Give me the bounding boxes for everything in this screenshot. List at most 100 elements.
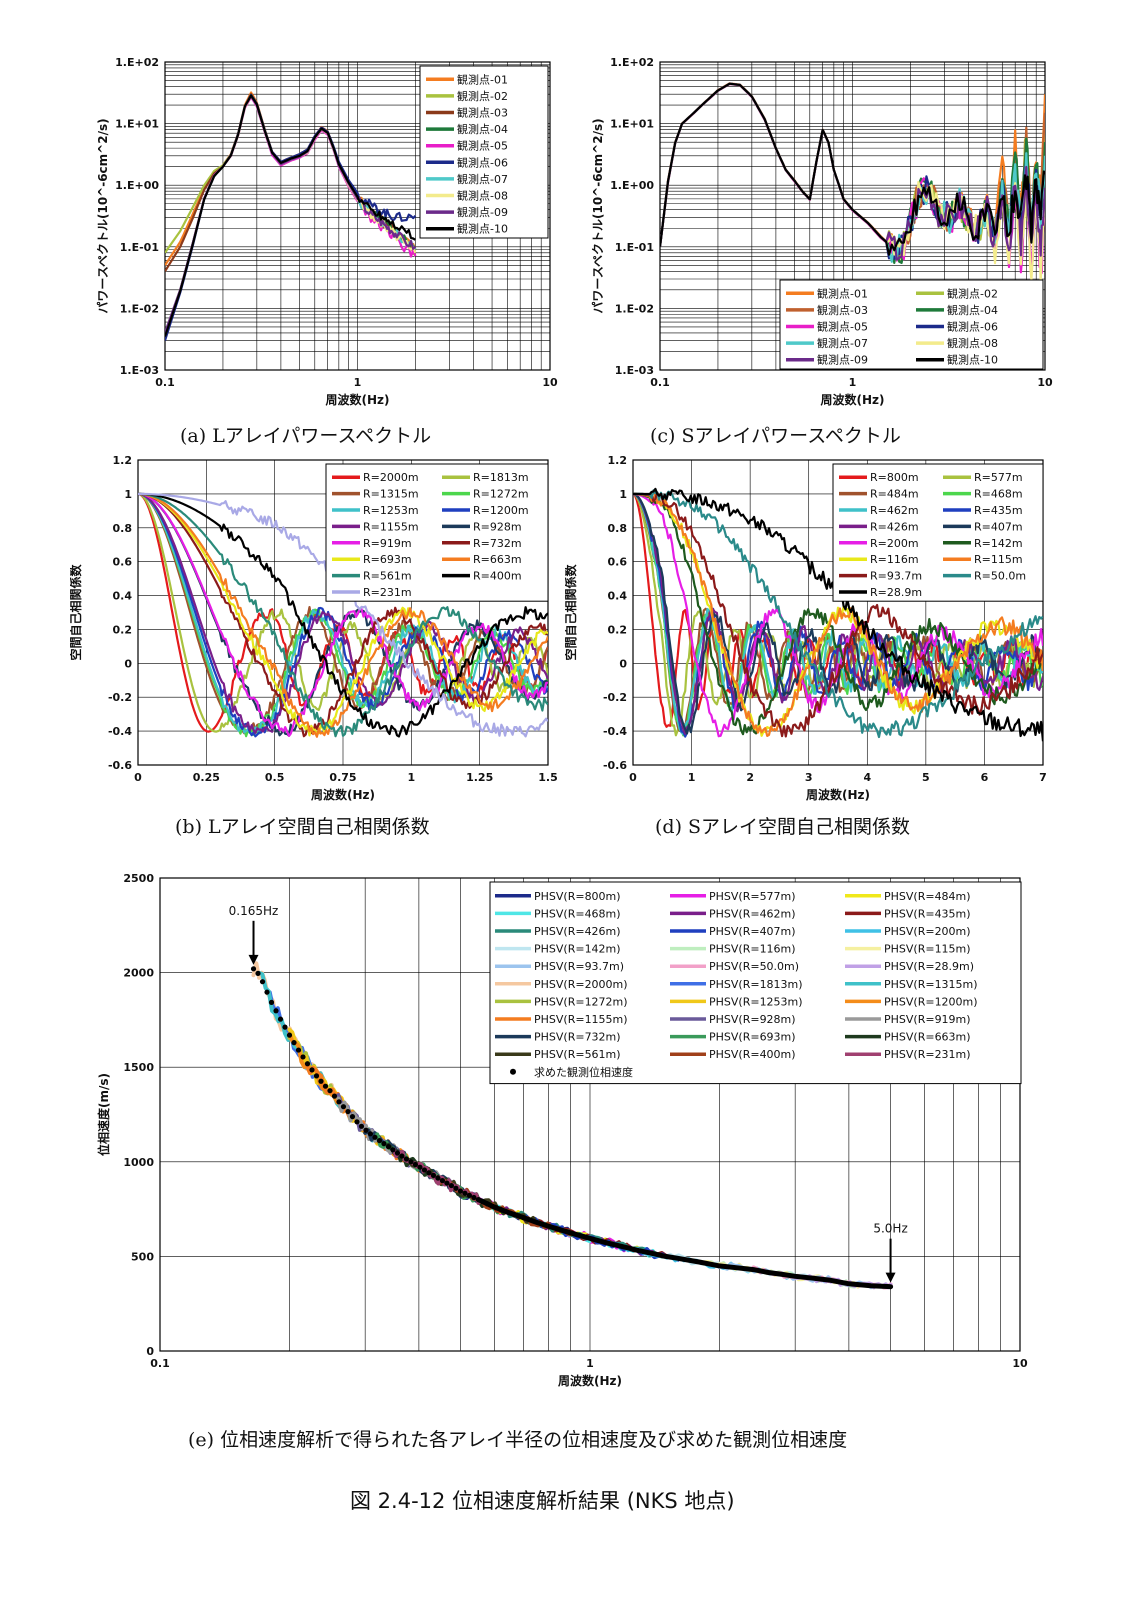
y-tick-label-d: 0.4	[608, 590, 628, 603]
observed-point	[448, 1182, 455, 1189]
observed-point	[322, 1083, 329, 1089]
observed-point	[273, 1008, 279, 1014]
observed-point	[358, 1123, 365, 1129]
observed-point	[426, 1170, 432, 1176]
legend-b: R=2000m R=1813m R=1315m R=1272m R=1253m R=120…	[325, 463, 549, 602]
observed-point	[363, 1127, 369, 1133]
legend-entry-e: PHSV(R=919m)	[884, 1013, 971, 1026]
x-tick-label-d: 5	[922, 771, 930, 784]
x-tick-label-d: 2	[746, 771, 754, 784]
legend-swatch-e	[510, 1068, 516, 1075]
series-line-b	[138, 492, 548, 734]
legend-entry-e: PHSV(R=484m)	[884, 890, 971, 903]
observed-point	[331, 1093, 338, 1099]
legend-entry-c: 観測点-08	[947, 336, 998, 350]
x-axis-label-e: 周波数(Hz)	[558, 1373, 622, 1388]
legend-entry-e: PHSV(R=1813m)	[709, 978, 803, 991]
legend-entry-d: R=426m	[870, 520, 919, 533]
observed-point	[381, 1141, 387, 1147]
legend-entry-e: PHSV(R=400m)	[709, 1048, 796, 1061]
observed-point	[313, 1073, 320, 1079]
series-line-b	[138, 492, 548, 733]
legend-entry-e: 求めた観測位相速度	[534, 1065, 633, 1079]
legend-entry-b: R=400m	[473, 570, 522, 583]
y-tick-label-b: 0.6	[113, 556, 133, 569]
caption-b: (b) Lアレイ空間自己相関係数	[175, 816, 430, 838]
observed-point	[403, 1156, 410, 1162]
observed-point	[354, 1119, 360, 1125]
legend-a: 観測点-01 観測点-02 観測点-03 観測点-04 観測点-05 観測点-06 観測点-…	[419, 65, 549, 239]
legend-entry-d: R=484m	[870, 488, 919, 501]
series-line-b	[138, 492, 548, 738]
legend-entry-d: R=200m	[870, 537, 919, 550]
observed-point	[327, 1088, 333, 1094]
legend-entry-c: 観測点-05	[817, 320, 868, 334]
observed-point	[291, 1040, 297, 1046]
series-line-e	[251, 961, 368, 1130]
legend-entry-a: 観測点-05	[457, 139, 508, 153]
legend-entry-d: R=116m	[870, 553, 919, 566]
series-line-b	[138, 492, 548, 735]
legend-entry-e: PHSV(R=28.9m)	[884, 960, 974, 973]
observed-point	[408, 1159, 414, 1165]
legend-entry-a: 観測点-03	[457, 106, 508, 120]
legend-box-e	[489, 881, 1022, 1085]
legend-entry-b: R=928m	[473, 520, 522, 533]
observed-point	[457, 1188, 464, 1194]
legend-entry-c: 観測点-04	[947, 303, 998, 317]
x-tick-label-b: 0.75	[329, 771, 356, 784]
series-line-a	[165, 93, 416, 272]
legend-entry-b: R=1813m	[473, 471, 529, 484]
legend-entry-d: R=28.9m	[870, 586, 922, 599]
observed-point	[295, 1047, 302, 1053]
legend-entry-e: PHSV(R=1272m)	[534, 995, 628, 1008]
y-tick-label-e: 0	[146, 1345, 154, 1358]
observed-point	[259, 979, 266, 985]
y-tick-label-b: 1.2	[113, 454, 133, 467]
legend-c: 観測点-01 観測点-02 観測点-03 観測点-04 観測点-05 観測点-06 観測点-…	[779, 279, 1044, 370]
y-tick-label-b: -0.4	[108, 725, 132, 738]
y-tick-label-c: 1.E+00	[610, 179, 654, 192]
observed-point	[304, 1061, 311, 1067]
legend-entry-b: R=231m	[363, 586, 412, 599]
observed-point	[444, 1180, 450, 1186]
legend-entry-e: PHSV(R=115m)	[884, 943, 971, 956]
legend-box-b	[325, 463, 549, 602]
series-line-a	[165, 94, 416, 337]
legend-d: R=800m R=577m R=484m R=468m R=462m R=435m R=42…	[832, 463, 1044, 602]
legend-entry-e: PHSV(R=93.7m)	[534, 960, 624, 973]
observed-point	[345, 1108, 351, 1115]
y-tick-label-c: 1.E+01	[610, 118, 654, 131]
legend-entry-c: 観測点-02	[947, 286, 998, 300]
x-tick-label-d: 4	[863, 771, 871, 784]
observed-point	[471, 1194, 477, 1201]
legend-entry-e: PHSV(R=1315m)	[884, 978, 978, 991]
legend-entry-e: PHSV(R=732m)	[534, 1031, 621, 1044]
chart-panel-b: 0 0.25 0.5 0.75 1 1.25 1.5 -0.6 -0.4 -0.2 0 0.2 0.4 0…	[68, 452, 570, 807]
y-tick-label-a: 1.E-01	[120, 241, 159, 254]
observed-point	[286, 1032, 293, 1038]
legend-entry-e: PHSV(R=435m)	[884, 907, 971, 920]
x-tick-label-b: 1.25	[466, 771, 493, 784]
legend-entry-e: PHSV(R=663m)	[884, 1031, 971, 1044]
legend-entry-c: 観測点-01	[817, 286, 868, 300]
caption-c: (c) Sアレイパワースペクトル	[650, 425, 901, 447]
legend-entry-d: R=468m	[974, 488, 1023, 501]
legend-entry-a: 観測点-04	[457, 122, 508, 136]
observed-point	[367, 1131, 374, 1137]
legend-entry-b: R=1155m	[363, 520, 419, 533]
observed-point	[475, 1197, 482, 1203]
series-line-b	[138, 492, 548, 737]
legend-entry-e: PHSV(R=468m)	[534, 907, 621, 920]
legend-entry-b: R=561m	[363, 570, 412, 583]
legend-entry-a: 観測点-06	[457, 155, 508, 169]
legend-entry-b: R=732m	[473, 537, 522, 550]
y-tick-label-d: 1	[619, 488, 627, 501]
legend-entry-d: R=407m	[974, 520, 1023, 533]
legend-entry-b: R=2000m	[363, 471, 419, 484]
x-tick-label-b: 0.5	[265, 771, 285, 784]
annotation-label: 5.0Hz	[873, 1222, 907, 1236]
series-line-b	[138, 492, 548, 737]
observed-point	[372, 1134, 378, 1140]
legend-entry-a: 観測点-01	[457, 72, 508, 86]
